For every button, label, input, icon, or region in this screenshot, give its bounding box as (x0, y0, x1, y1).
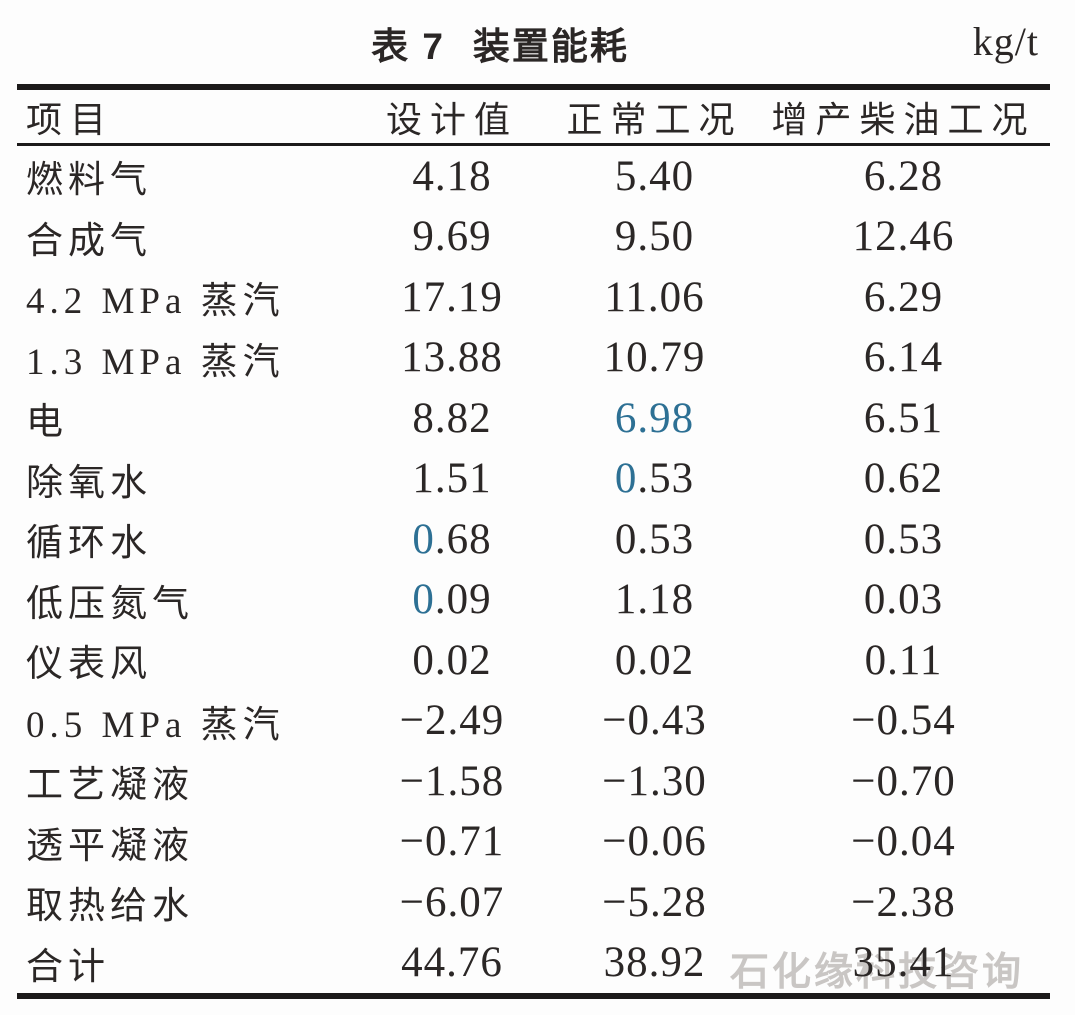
row-label: 透平凝液 (26, 825, 194, 867)
value-cell: 11.06 (604, 273, 705, 321)
value-cell: 17.19 (401, 273, 503, 321)
table-row: 合计 44.76 38.92 35.41 (17, 933, 1050, 997)
column-header-design-value: 设计值 (352, 87, 552, 146)
value-cell: −5.28 (602, 878, 707, 926)
row-label: 燃料气 (26, 160, 152, 202)
value-cell: 44.76 (401, 939, 503, 987)
value-cell: −2.49 (399, 697, 505, 745)
value-cell: 0.53 (863, 515, 944, 563)
value-cell: 9.69 (412, 213, 492, 261)
value-cell: 13.88 (401, 334, 503, 382)
table-row: 低压氮气 0.09 1.18 0.03 (17, 570, 1050, 631)
row-label: 合成气 (26, 220, 152, 262)
value-cell: 6.28 (863, 152, 944, 200)
value-cell: 0.11 (864, 636, 943, 684)
value-cell: 0.02 (412, 636, 492, 684)
row-label: 1.3 MPa 蒸汽 (26, 341, 285, 383)
table-caption-row: 表 7 装置能耗 kg/t (0, 0, 1075, 84)
value-cell: −0.04 (851, 818, 956, 866)
value-cell: 6.98 (614, 394, 695, 442)
value-cell: 4.18 (412, 152, 492, 200)
value-cell: −0.43 (602, 697, 707, 745)
value-cell: 5.40 (614, 152, 695, 200)
unit-label: kg/t (972, 19, 1039, 64)
row-label: 除氧水 (26, 462, 152, 504)
table-row: 工艺凝液 −1.58 −1.30 −0.70 (17, 751, 1050, 812)
row-label: 仪表风 (26, 644, 152, 686)
value-cell: 0.09 (412, 576, 492, 624)
value-cell: 0.62 (863, 455, 944, 503)
watermark: 石化缘科技咨询 (730, 951, 1025, 994)
value-cell: 12.46 (852, 213, 955, 261)
table-row: 仪表风 0.02 0.02 0.11 (17, 630, 1050, 691)
value-cell: 6.29 (863, 273, 944, 321)
table-number: 表 7 (371, 26, 445, 67)
row-label: 电 (26, 402, 68, 444)
table-row: 循环水 0.68 0.53 0.53 (17, 509, 1050, 570)
value-cell: −1.30 (602, 757, 707, 805)
value-cell: 8.82 (412, 394, 492, 442)
table-caption: 表 7 装置能耗 (0, 16, 1000, 70)
value-cell: 0.68 (412, 515, 492, 563)
row-label: 合计 (26, 946, 110, 988)
highlighted-digit: 0 (412, 515, 435, 563)
value-cell: 0.53 (614, 515, 695, 563)
value-cell: −0.71 (399, 818, 505, 866)
table-row: 0.5 MPa 蒸汽 −2.49 −0.43 −0.54 (17, 691, 1050, 752)
table-row: 合成气 9.69 9.50 12.46 (17, 207, 1050, 268)
table-row: 除氧水 1.51 0.53 0.62 (17, 449, 1050, 510)
value-cell: 10.79 (603, 334, 706, 382)
column-header-item: 项目 (17, 87, 352, 146)
value-cell: −2.38 (851, 878, 956, 926)
header-row: 项目 设计值 正常工况 增产柴油工况 (17, 87, 1050, 146)
table-row: 取热给水 −6.07 −5.28 −2.38 (17, 872, 1050, 933)
value-cell: −0.54 (851, 697, 956, 745)
row-label: 循环水 (26, 523, 152, 565)
highlighted-digit: 0 (614, 455, 638, 503)
value-cell: 6.14 (863, 334, 944, 382)
value-cell: 1.51 (412, 455, 492, 503)
highlighted-digit: 0 (412, 576, 435, 624)
table-row: 1.3 MPa 蒸汽 13.88 10.79 6.14 (17, 328, 1050, 389)
table-row: 电 8.82 6.98 6.51 (17, 388, 1050, 449)
table-body: 燃料气 4.18 5.40 6.28 合成气 9.69 9.50 12.46 4.2 MPa 蒸… (17, 145, 1050, 997)
value-cell: 0.53 (614, 455, 695, 503)
value-cell: 6.51 (863, 394, 944, 442)
value-cell: 9.50 (614, 213, 695, 261)
value-cell: −1.58 (399, 757, 505, 805)
value-cell: 0.03 (863, 576, 944, 624)
table-header: 项目 设计值 正常工况 增产柴油工况 (17, 87, 1050, 146)
table-row: 4.2 MPa 蒸汽 17.19 11.06 6.29 (17, 267, 1050, 328)
row-label: 低压氮气 (26, 583, 194, 625)
value-cell: 35.41 (852, 939, 955, 987)
column-header-increased-diesel-condition: 增产柴油工况 (757, 87, 1050, 146)
value-cell: −6.07 (399, 878, 505, 926)
value-cell: 0.02 (614, 636, 695, 684)
value-cell: −0.70 (851, 757, 956, 805)
row-label: 4.2 MPa 蒸汽 (26, 281, 285, 323)
row-label: 0.5 MPa 蒸汽 (26, 704, 285, 746)
column-header-normal-condition: 正常工况 (552, 87, 757, 146)
table-row: 透平凝液 −0.71 −0.06 −0.04 (17, 812, 1050, 873)
row-label: 取热给水 (26, 886, 194, 928)
table-title: 装置能耗 (472, 26, 629, 67)
row-label: 工艺凝液 (26, 765, 194, 807)
value-cell: 1.18 (614, 576, 695, 624)
value-cell: 38.92 (603, 939, 706, 987)
table-row: 燃料气 4.18 5.40 6.28 (17, 145, 1050, 207)
energy-consumption-table: 项目 设计值 正常工况 增产柴油工况 燃料气 4.18 5.40 6.28 合成气 9.6… (17, 84, 1050, 999)
value-cell: −0.06 (602, 818, 707, 866)
